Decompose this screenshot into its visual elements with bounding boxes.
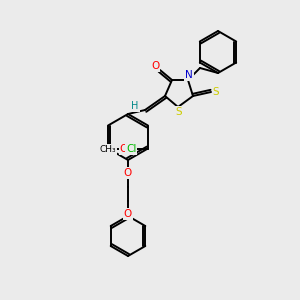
Text: O: O [151,61,159,71]
Text: O: O [120,143,128,154]
Text: O: O [124,168,132,178]
Text: S: S [176,107,182,117]
Text: H: H [131,101,139,111]
Text: N: N [185,70,193,80]
Text: S: S [213,87,219,97]
Text: O: O [124,209,132,219]
Text: CH₃: CH₃ [99,145,116,154]
Text: Cl: Cl [126,143,136,154]
